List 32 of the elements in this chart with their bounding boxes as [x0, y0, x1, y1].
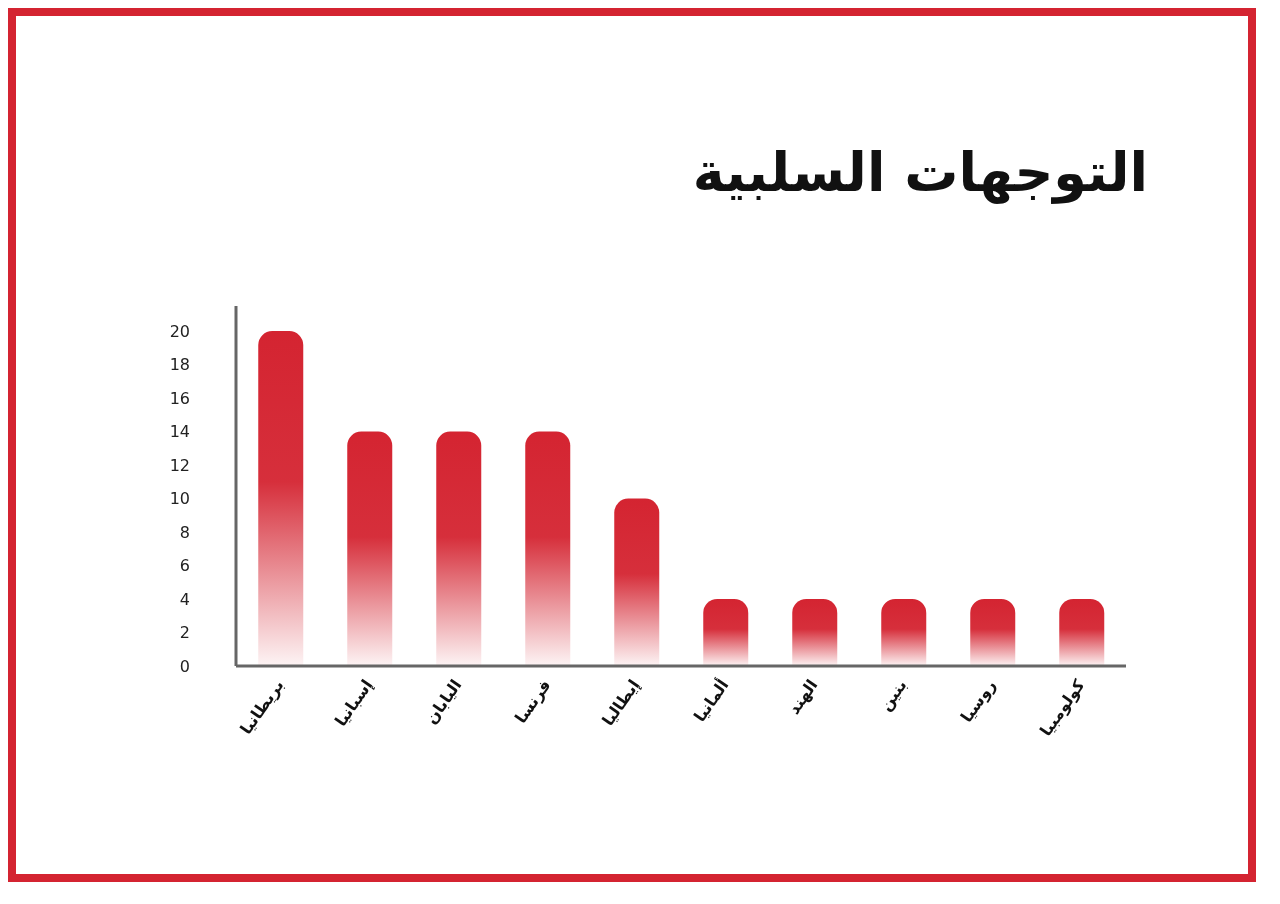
- x-tick-label: إسبانيا: [330, 675, 377, 730]
- y-tick-label: 20: [169, 321, 190, 341]
- chart-title: التوجهات السلبية: [692, 141, 1148, 204]
- y-tick-label: 16: [169, 388, 190, 408]
- bar: [258, 331, 304, 666]
- y-tick-label: 8: [179, 522, 190, 542]
- x-tick-label: الهند: [784, 675, 822, 718]
- x-tick-label: بنين: [875, 675, 911, 715]
- x-tick-label: بريطانيا: [236, 675, 288, 738]
- y-tick-label: 18: [169, 355, 190, 375]
- x-tick-label: روسيا: [956, 675, 1000, 726]
- y-tick-label: 12: [169, 455, 190, 475]
- bar: [881, 599, 927, 666]
- bar: [347, 431, 393, 666]
- bar: [1059, 599, 1105, 666]
- x-tick-label: إيطاليا: [598, 675, 644, 730]
- y-tick-label: 14: [169, 422, 190, 442]
- y-tick-label: 6: [179, 556, 190, 576]
- bar: [792, 599, 838, 666]
- bar: [525, 431, 571, 666]
- y-tick-label: 4: [179, 589, 190, 609]
- x-tick-label: فرنسا: [510, 675, 555, 727]
- y-tick-label: 10: [169, 489, 190, 509]
- x-tick-label: كولومبيا: [1035, 675, 1089, 740]
- bar: [970, 599, 1016, 666]
- y-tick-label: 0: [179, 656, 190, 676]
- y-tick-label: 2: [179, 623, 190, 643]
- bar: [703, 599, 749, 666]
- bar: [614, 498, 660, 666]
- bar: [436, 431, 482, 666]
- x-tick-label: ألمانيا: [689, 675, 733, 726]
- x-tick-label: اليابان: [421, 675, 466, 728]
